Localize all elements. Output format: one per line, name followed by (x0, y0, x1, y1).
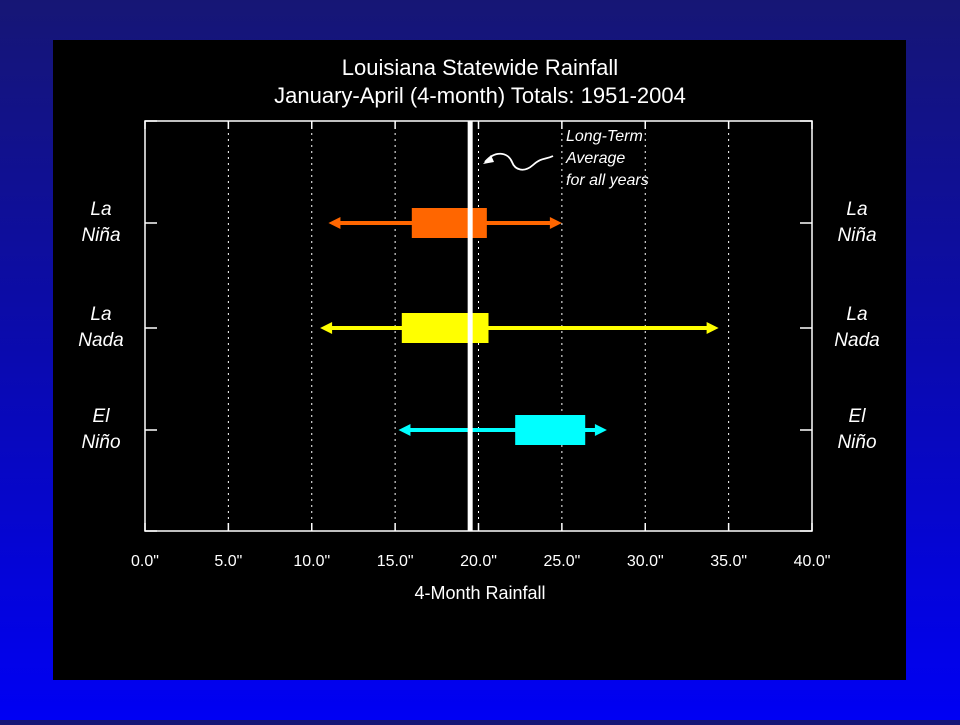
annotation-line-3: for all years (566, 172, 649, 189)
category-label-right-1: La (846, 304, 867, 325)
category-label-left-1: La (90, 199, 111, 220)
category-label-left-1: El (93, 406, 111, 427)
chart-subtitle: January-April (4-month) Totals: 1951-200… (274, 83, 686, 108)
annotation-squiggle (484, 152, 554, 171)
category-label-left-2: Nada (78, 330, 123, 351)
x-tick-label: 40.0" (794, 553, 831, 570)
x-tick-label: 15.0" (377, 553, 414, 570)
chart-panel (53, 40, 906, 680)
whisker-arrow-right (706, 322, 719, 334)
annotation-line-1: Long-Term (566, 128, 643, 145)
category-label-right-2: Niña (837, 225, 876, 246)
axis-ticks (144, 120, 813, 532)
x-tick-label: 20.0" (460, 553, 497, 570)
x-axis-label: 4-Month Rainfall (414, 583, 545, 603)
chart-title: Louisiana Statewide Rainfall (342, 55, 618, 80)
annotation-line-2: Average (565, 150, 625, 167)
whisker-arrow-right (594, 424, 607, 436)
box (401, 313, 489, 343)
whisker-arrow-left (328, 217, 341, 229)
series-group: La Niña La Niña La Nada La Nada El Niño El Niño (78, 199, 879, 453)
box (515, 415, 586, 445)
category-label-right-2: Niño (837, 432, 876, 453)
box (411, 208, 487, 238)
category-label-right-1: La (846, 199, 867, 220)
x-tick-labels: 0.0" 5.0" 10.0" 15.0" 20.0" 25.0" 30.0" 35.0" 40… (131, 553, 830, 570)
series-el-nino: El Niño El Niño (81, 406, 876, 453)
x-tick-label: 30.0" (627, 553, 664, 570)
x-tick-label: 0.0" (131, 553, 159, 570)
x-tick-label: 5.0" (214, 553, 242, 570)
whisker-arrow-left (398, 424, 411, 436)
category-label-right-1: El (849, 406, 867, 427)
whisker-arrow-right (549, 217, 562, 229)
series-la-nada: La Nada La Nada (78, 304, 879, 351)
category-label-left-2: Niño (81, 432, 120, 453)
category-label-left-1: La (90, 304, 111, 325)
whisker-arrow-left (320, 322, 333, 334)
series-la-nina: La Niña La Niña (81, 199, 876, 246)
category-label-right-2: Nada (834, 330, 879, 351)
x-tick-label: 25.0" (543, 553, 580, 570)
category-label-left-2: Niña (81, 225, 120, 246)
average-annotation: Long-Term Average for all years (483, 128, 649, 189)
annotation-arrowhead (483, 155, 494, 164)
x-tick-label: 10.0" (293, 553, 330, 570)
x-tick-label: 35.0" (710, 553, 747, 570)
